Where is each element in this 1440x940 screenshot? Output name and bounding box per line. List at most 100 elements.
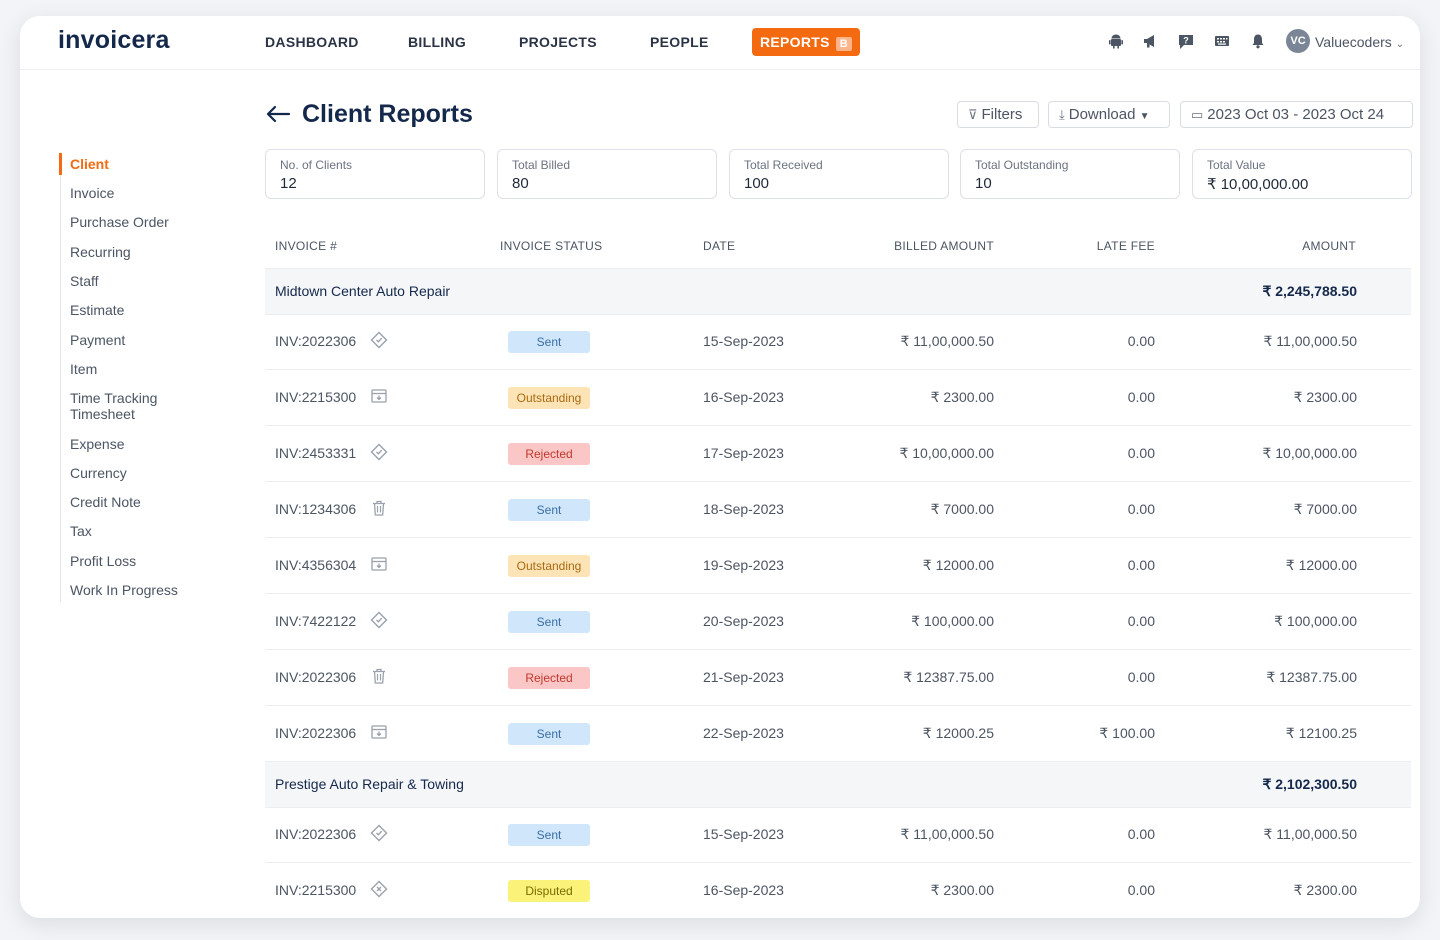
diamond-icon[interactable]: [370, 824, 388, 842]
archive-icon[interactable]: [370, 387, 388, 405]
trash-icon[interactable]: [370, 667, 388, 685]
diamond-icon[interactable]: [370, 331, 388, 349]
status-badge: Outstanding: [508, 387, 590, 409]
summary-card-outstanding: Total Outstanding 10: [960, 149, 1180, 199]
trash-icon[interactable]: [370, 499, 388, 517]
table-row[interactable]: INV:2215300 Outstanding 16-Sep-2023 ₹ 2300.…: [265, 370, 1411, 426]
keyboard-icon[interactable]: [1213, 33, 1231, 51]
nav-dashboard[interactable]: DASHBOARD: [265, 34, 359, 50]
sidebar-item-client[interactable]: Client: [70, 156, 109, 172]
sidebar-item-item[interactable]: Item: [70, 361, 98, 377]
bell-icon[interactable]: [1249, 33, 1267, 51]
invoice-date: 15-Sep-2023: [703, 826, 784, 842]
app-window: invoicera DASHBOARD BILLING PROJECTS PEO…: [20, 16, 1420, 918]
sidebar-item-expense[interactable]: Expense: [70, 436, 125, 452]
invoice-number[interactable]: INV:7422122: [275, 613, 357, 629]
invoice-date: 16-Sep-2023: [703, 882, 784, 898]
amount: ₹ 11,00,000.50: [1263, 826, 1357, 842]
diamond-icon[interactable]: [370, 611, 388, 629]
billed-amount: ₹ 7000.00: [930, 501, 994, 517]
column-header-billed-amount[interactable]: BILLED AMOUNT: [894, 239, 994, 253]
status-badge: Sent: [508, 611, 590, 633]
invoice-number[interactable]: INV:2022306: [275, 333, 357, 349]
row-divider: [265, 807, 1411, 808]
user-menu[interactable]: Valuecoders ⌄: [1315, 34, 1404, 50]
sidebar-item-purchase-order[interactable]: Purchase Order: [70, 214, 169, 230]
sidebar-item-work-in-progress[interactable]: Work In Progress: [70, 582, 178, 598]
invoice-number[interactable]: INV:4356304: [275, 557, 357, 573]
row-divider: [265, 425, 1411, 426]
table-row[interactable]: INV:2022306 Sent 22-Sep-2023 ₹ 12000.25 ₹ 10…: [265, 706, 1411, 762]
summary-value: 10: [975, 175, 992, 192]
svg-text:?: ?: [1183, 36, 1189, 46]
table-row[interactable]: INV:1234306 Sent 18-Sep-2023 ₹ 7000.00 0.00 ₹…: [265, 482, 1411, 538]
caret-down-icon: ▼: [1139, 111, 1150, 122]
invoice-number[interactable]: INV:2022306: [275, 669, 357, 685]
client-total: ₹ 2,245,788.50: [1262, 283, 1357, 299]
nav-billing[interactable]: BILLING: [408, 34, 467, 50]
row-divider: [265, 369, 1411, 370]
sidebar-item-time-tracking-timesheet[interactable]: Time Tracking Timesheet: [70, 390, 158, 422]
diamond-icon[interactable]: [370, 443, 388, 461]
column-header-date[interactable]: DATE: [703, 239, 736, 253]
table-row[interactable]: INV:7422122 Sent 20-Sep-2023 ₹ 100,000.00 0.…: [265, 594, 1411, 650]
nav-people[interactable]: PEOPLE: [650, 34, 709, 50]
sidebar-item-tax[interactable]: Tax: [70, 523, 92, 539]
user-name: Valuecoders: [1315, 34, 1392, 50]
filters-button[interactable]: ⊽ Filters: [957, 101, 1039, 128]
help-chat-icon[interactable]: ?: [1177, 33, 1195, 51]
sidebar-item-recurring[interactable]: Recurring: [70, 244, 131, 260]
table-row[interactable]: INV:2022306 Sent 15-Sep-2023 ₹ 11,00,000.50…: [265, 807, 1411, 863]
column-header-invoice[interactable]: INVOICE #: [275, 239, 338, 253]
billed-amount: ₹ 11,00,000.50: [900, 826, 994, 842]
billed-amount: ₹ 2300.00: [930, 389, 994, 405]
android-icon[interactable]: [1107, 33, 1125, 51]
invoice-number[interactable]: INV:2022306: [275, 826, 357, 842]
table-row[interactable]: INV:2453331 Rejected 17-Sep-2023 ₹ 10,00,00…: [265, 426, 1411, 482]
sidebar-item-credit-note[interactable]: Credit Note: [70, 494, 141, 510]
table-row[interactable]: INV:2215300 Disputed 16-Sep-2023 ₹ 2300.00 0…: [265, 863, 1411, 918]
sidebar-item-estimate[interactable]: Estimate: [70, 302, 125, 318]
invoice-date: 17-Sep-2023: [703, 445, 784, 461]
amount: ₹ 2300.00: [1293, 882, 1357, 898]
column-header-amount[interactable]: AMOUNT: [1302, 239, 1356, 253]
sidebar-item-profit-loss[interactable]: Profit Loss: [70, 553, 137, 569]
date-range-picker[interactable]: ▭ 2023 Oct 03 - 2023 Oct 24: [1180, 101, 1413, 128]
logo[interactable]: invoicera: [58, 26, 170, 54]
megaphone-icon[interactable]: [1141, 33, 1159, 51]
date-range-value: 2023 Oct 03 - 2023 Oct 24: [1207, 106, 1385, 123]
invoice-number[interactable]: INV:2022306: [275, 725, 357, 741]
table-row[interactable]: INV:4356304 Outstanding 19-Sep-2023 ₹ 12000…: [265, 538, 1411, 594]
avatar[interactable]: VC: [1286, 29, 1310, 53]
invoice-number[interactable]: INV:2215300: [275, 389, 357, 405]
summary-label: Total Outstanding: [975, 158, 1069, 172]
row-divider: [265, 268, 1411, 269]
invoice-number[interactable]: INV:2453331: [275, 445, 357, 461]
summary-card-clients: No. of Clients 12: [265, 149, 485, 199]
invoice-date: 22-Sep-2023: [703, 725, 784, 741]
archive-icon[interactable]: [370, 723, 388, 741]
sidebar-active-indicator: [59, 153, 62, 175]
client-group-row[interactable]: Prestige Auto Repair & Towing ₹ 2,102,300…: [265, 762, 1411, 807]
filters-label: Filters: [981, 106, 1023, 123]
nav-reports[interactable]: REPORTS B: [752, 28, 861, 56]
invoice-number[interactable]: INV:1234306: [275, 501, 357, 517]
sidebar-item-invoice[interactable]: Invoice: [70, 185, 115, 201]
column-header-late-fee[interactable]: LATE FEE: [1096, 239, 1155, 253]
table-row[interactable]: INV:2022306 Sent 15-Sep-2023 ₹ 11,00,000.50…: [265, 314, 1411, 370]
table-row[interactable]: INV:2022306 Rejected 21-Sep-2023 ₹ 12387.75…: [265, 650, 1411, 706]
billed-amount: ₹ 100,000.00: [911, 613, 994, 629]
diamond-x-icon[interactable]: [370, 880, 388, 898]
download-button[interactable]: ⤓ Download ▼: [1048, 101, 1170, 128]
sidebar-item-payment[interactable]: Payment: [70, 332, 126, 348]
sidebar-item-staff[interactable]: Staff: [70, 273, 99, 289]
invoice-number[interactable]: INV:2215300: [275, 882, 357, 898]
column-header-status[interactable]: INVOICE STATUS: [500, 239, 603, 253]
amount: ₹ 100,000.00: [1274, 613, 1357, 629]
archive-icon[interactable]: [370, 555, 388, 573]
sidebar-item-currency[interactable]: Currency: [70, 465, 127, 481]
client-group-row[interactable]: Midtown Center Auto Repair ₹ 2,245,788.50: [265, 269, 1411, 314]
client-name: Prestige Auto Repair & Towing: [275, 776, 464, 792]
back-arrow-icon[interactable]: [264, 102, 292, 126]
nav-projects[interactable]: PROJECTS: [519, 34, 597, 50]
